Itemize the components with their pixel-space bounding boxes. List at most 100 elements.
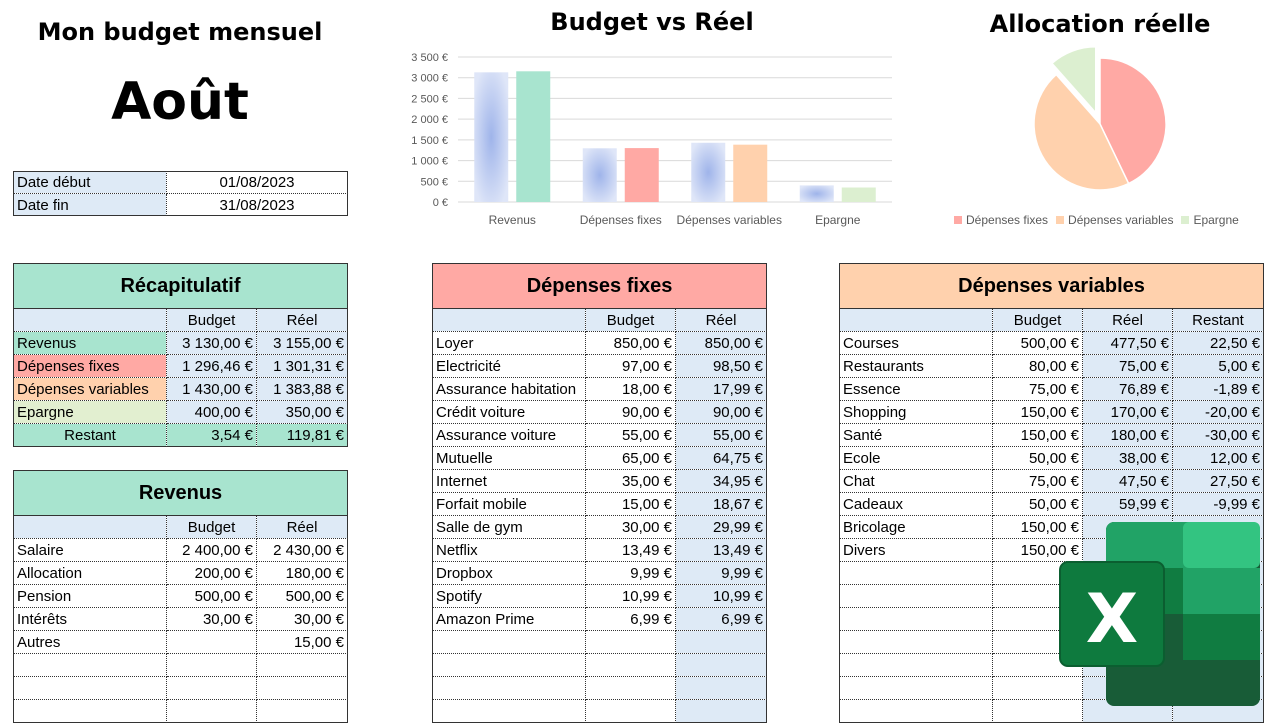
empty-cell[interactable]: [13, 676, 167, 700]
revenus-budget[interactable]: 200,00 €: [166, 561, 257, 585]
empty-cell[interactable]: [839, 653, 993, 677]
empty-cell[interactable]: [13, 653, 167, 677]
fixes-budget[interactable]: 9,99 €: [585, 561, 676, 585]
empty-cell[interactable]: [674, 676, 768, 700]
variables-budget[interactable]: 50,00 €: [992, 446, 1083, 470]
fixes-budget[interactable]: 30,00 €: [585, 515, 676, 539]
empty-cell[interactable]: [432, 699, 586, 723]
empty-cell[interactable]: [585, 630, 676, 654]
empty-cell[interactable]: [839, 699, 993, 723]
empty-cell[interactable]: [674, 699, 768, 723]
bar-reel-2[interactable]: [733, 144, 768, 202]
variables-budget[interactable]: 50,00 €: [992, 492, 1083, 516]
empty-cell[interactable]: [839, 584, 993, 608]
fixes-budget[interactable]: 850,00 €: [585, 331, 676, 355]
fixes-budget[interactable]: 55,00 €: [585, 423, 676, 447]
pie-slice-1[interactable]: [1033, 73, 1130, 191]
fixes-reel[interactable]: 10,99 €: [674, 584, 768, 608]
variables-reel[interactable]: 170,00 €: [1082, 400, 1173, 424]
recap-budget-epargne[interactable]: 400,00 €: [166, 400, 257, 424]
revenus-budget[interactable]: 2 400,00 €: [166, 538, 257, 562]
empty-cell[interactable]: [839, 676, 993, 700]
empty-cell[interactable]: [585, 676, 676, 700]
variables-reel[interactable]: 76,89 €: [1082, 377, 1173, 401]
recap-budget-revenus[interactable]: 3 130,00 €: [166, 331, 257, 355]
variables-budget[interactable]: 75,00 €: [992, 469, 1083, 493]
empty-cell[interactable]: [432, 653, 586, 677]
recap-budget-variables[interactable]: 1 430,00 €: [166, 377, 257, 401]
variables-restant[interactable]: -1,89 €: [1171, 377, 1265, 401]
fixes-budget[interactable]: 10,99 €: [585, 584, 676, 608]
bar-budget-3[interactable]: [799, 185, 834, 202]
bar-budget-2[interactable]: [691, 142, 726, 202]
variables-reel[interactable]: 180,00 €: [1082, 423, 1173, 447]
bar-budget-1[interactable]: [582, 148, 617, 202]
variables-reel[interactable]: 75,00 €: [1082, 354, 1173, 378]
variables-budget[interactable]: 150,00 €: [992, 400, 1083, 424]
variables-reel[interactable]: 38,00 €: [1082, 446, 1173, 470]
empty-cell[interactable]: [585, 653, 676, 677]
fixes-budget[interactable]: 6,99 €: [585, 607, 676, 631]
empty-cell[interactable]: [432, 676, 586, 700]
fixes-reel[interactable]: 29,99 €: [674, 515, 768, 539]
fixes-budget[interactable]: 18,00 €: [585, 377, 676, 401]
empty-cell[interactable]: [256, 699, 348, 723]
variables-restant[interactable]: -20,00 €: [1171, 400, 1265, 424]
revenus-reel[interactable]: 2 430,00 €: [256, 538, 348, 562]
fixes-budget[interactable]: 15,00 €: [585, 492, 676, 516]
revenus-reel[interactable]: 15,00 €: [256, 630, 348, 654]
fixes-reel[interactable]: 17,99 €: [674, 377, 768, 401]
empty-cell[interactable]: [674, 630, 768, 654]
fixes-budget[interactable]: 35,00 €: [585, 469, 676, 493]
fixes-budget[interactable]: 13,49 €: [585, 538, 676, 562]
variables-budget[interactable]: 150,00 €: [992, 423, 1083, 447]
variables-restant[interactable]: -9,99 €: [1171, 492, 1265, 516]
variables-reel[interactable]: 47,50 €: [1082, 469, 1173, 493]
variables-reel[interactable]: 59,99 €: [1082, 492, 1173, 516]
empty-cell[interactable]: [839, 561, 993, 585]
revenus-reel[interactable]: 500,00 €: [256, 584, 348, 608]
bar-reel-1[interactable]: [624, 148, 659, 202]
variables-budget[interactable]: 75,00 €: [992, 377, 1083, 401]
fixes-reel[interactable]: 90,00 €: [674, 400, 768, 424]
date-start-value[interactable]: 01/08/2023: [166, 171, 348, 194]
fixes-reel[interactable]: 13,49 €: [674, 538, 768, 562]
empty-cell[interactable]: [166, 676, 257, 700]
date-end-value[interactable]: 31/08/2023: [166, 193, 348, 216]
revenus-budget[interactable]: [166, 630, 257, 654]
fixes-budget[interactable]: 97,00 €: [585, 354, 676, 378]
recap-reel-revenus[interactable]: 3 155,00 €: [256, 331, 348, 355]
variables-budget[interactable]: 150,00 €: [992, 515, 1083, 539]
variables-restant[interactable]: 27,50 €: [1171, 469, 1265, 493]
recap-reel-fixes[interactable]: 1 301,31 €: [256, 354, 348, 378]
revenus-reel[interactable]: 30,00 €: [256, 607, 348, 631]
empty-cell[interactable]: [166, 653, 257, 677]
fixes-reel[interactable]: 34,95 €: [674, 469, 768, 493]
revenus-reel[interactable]: 180,00 €: [256, 561, 348, 585]
fixes-reel[interactable]: 55,00 €: [674, 423, 768, 447]
fixes-reel[interactable]: 6,99 €: [674, 607, 768, 631]
recap-budget-fixes[interactable]: 1 296,46 €: [166, 354, 257, 378]
revenus-budget[interactable]: 500,00 €: [166, 584, 257, 608]
revenus-budget[interactable]: 30,00 €: [166, 607, 257, 631]
pie-slice-0[interactable]: [1099, 57, 1167, 185]
recap-reel-epargne[interactable]: 350,00 €: [256, 400, 348, 424]
empty-cell[interactable]: [585, 699, 676, 723]
fixes-reel[interactable]: 18,67 €: [674, 492, 768, 516]
recap-reel-variables[interactable]: 1 383,88 €: [256, 377, 348, 401]
bar-reel-3[interactable]: [841, 187, 876, 203]
empty-cell[interactable]: [839, 607, 993, 631]
bar-budget-0[interactable]: [474, 72, 509, 202]
variables-restant[interactable]: 5,00 €: [1171, 354, 1265, 378]
variables-restant[interactable]: 12,00 €: [1171, 446, 1265, 470]
variables-budget[interactable]: 80,00 €: [992, 354, 1083, 378]
fixes-budget[interactable]: 65,00 €: [585, 446, 676, 470]
variables-restant[interactable]: 22,50 €: [1171, 331, 1265, 355]
fixes-reel[interactable]: 98,50 €: [674, 354, 768, 378]
empty-cell[interactable]: [432, 630, 586, 654]
variables-budget[interactable]: 150,00 €: [992, 538, 1083, 562]
fixes-reel[interactable]: 9,99 €: [674, 561, 768, 585]
variables-budget[interactable]: 500,00 €: [992, 331, 1083, 355]
fixes-budget[interactable]: 90,00 €: [585, 400, 676, 424]
empty-cell[interactable]: [256, 676, 348, 700]
